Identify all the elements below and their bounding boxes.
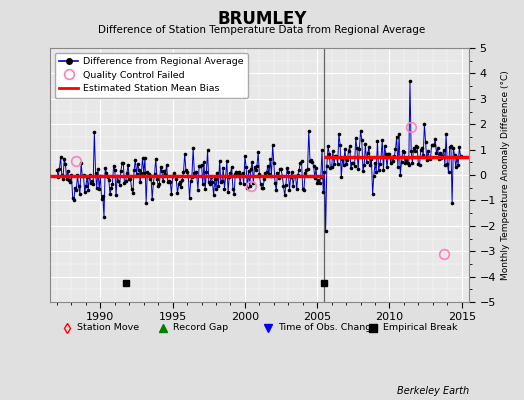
- Text: Station Move: Station Move: [77, 324, 139, 332]
- Legend: Difference from Regional Average, Quality Control Failed, Estimated Station Mean: Difference from Regional Average, Qualit…: [54, 53, 248, 98]
- Text: Record Gap: Record Gap: [173, 324, 228, 332]
- Y-axis label: Monthly Temperature Anomaly Difference (°C): Monthly Temperature Anomaly Difference (…: [501, 70, 510, 280]
- Text: Time of Obs. Change: Time of Obs. Change: [278, 324, 377, 332]
- Text: Berkeley Earth: Berkeley Earth: [397, 386, 469, 396]
- Text: BRUMLEY: BRUMLEY: [217, 10, 307, 28]
- Text: Empirical Break: Empirical Break: [383, 324, 457, 332]
- Text: Difference of Station Temperature Data from Regional Average: Difference of Station Temperature Data f…: [99, 25, 425, 35]
